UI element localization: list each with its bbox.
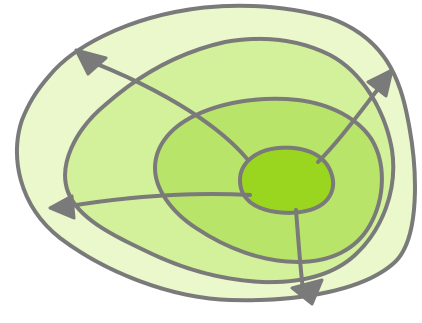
arrow-shaft-bottom-right: [294, 208, 305, 292]
core-region: [238, 145, 336, 215]
arrow-shaft-top-right: [316, 82, 384, 164]
arrow-head-top-right: [366, 68, 394, 98]
arrow-shaft-top-left: [90, 60, 250, 162]
arrow-head-top-left: [74, 48, 108, 76]
arrow-shaft-left: [68, 192, 252, 208]
arrow-head-left: [48, 194, 76, 220]
arrow-shafts: [68, 60, 384, 292]
arrow-head-bottom-right: [290, 278, 324, 306]
arrow-heads: [48, 48, 394, 306]
